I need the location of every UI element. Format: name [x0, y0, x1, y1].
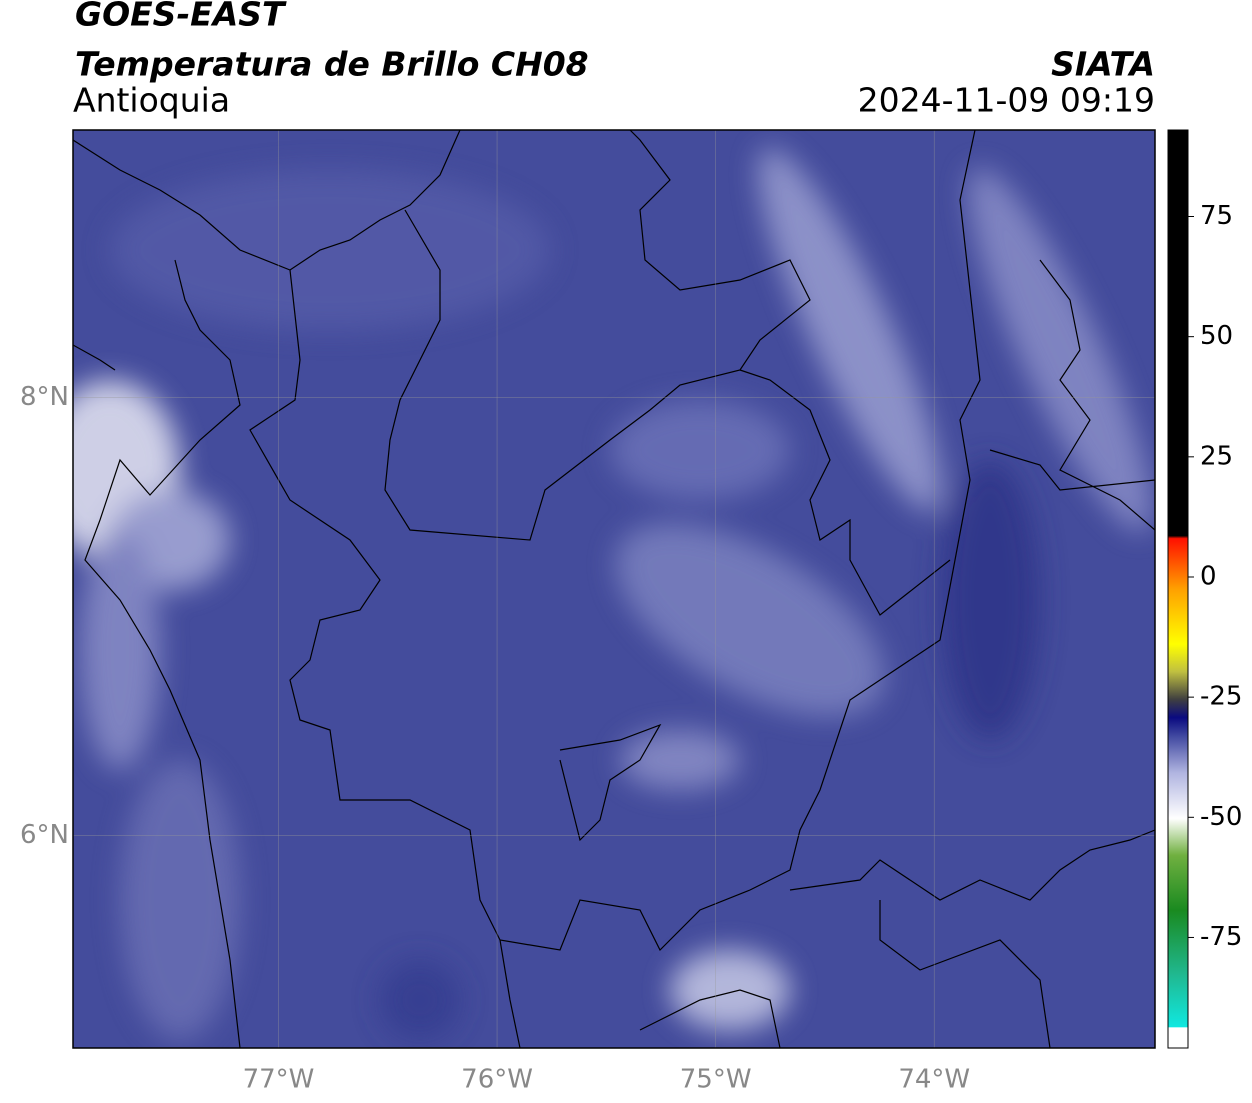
colorbar-tick-label: 0 — [1200, 561, 1217, 591]
title: GOES-EAST — [75, 0, 287, 34]
colorbar-tick-label: -25 — [1200, 682, 1242, 712]
map-frame — [72, 129, 1156, 1049]
colorbar-tick-label: 75 — [1200, 201, 1233, 231]
subtitle: Temperatura de Brillo CH08 — [75, 45, 589, 84]
map-image — [73, 130, 1155, 1048]
datetime: 2024-11-09 09:19 — [858, 81, 1155, 120]
colorbar-tick-label: -75 — [1200, 922, 1242, 952]
x-tick-label: 75°W — [680, 1065, 752, 1095]
colorbar-tick-label: 50 — [1200, 321, 1233, 351]
x-tick-label: 76°W — [461, 1065, 533, 1095]
colorbar-tick-label: 25 — [1200, 441, 1233, 471]
boundaries — [73, 130, 1155, 1048]
y-tick-label: 6°N — [20, 820, 69, 850]
y-tick-label: 8°N — [20, 382, 69, 412]
colorbar-tick-label: -50 — [1200, 802, 1242, 832]
x-tick-label: 74°W — [898, 1065, 970, 1095]
source: SIATA — [1051, 45, 1155, 84]
colorbar — [1167, 129, 1189, 1049]
region: Antioquia — [73, 81, 230, 120]
x-tick-label: 77°W — [243, 1065, 315, 1095]
